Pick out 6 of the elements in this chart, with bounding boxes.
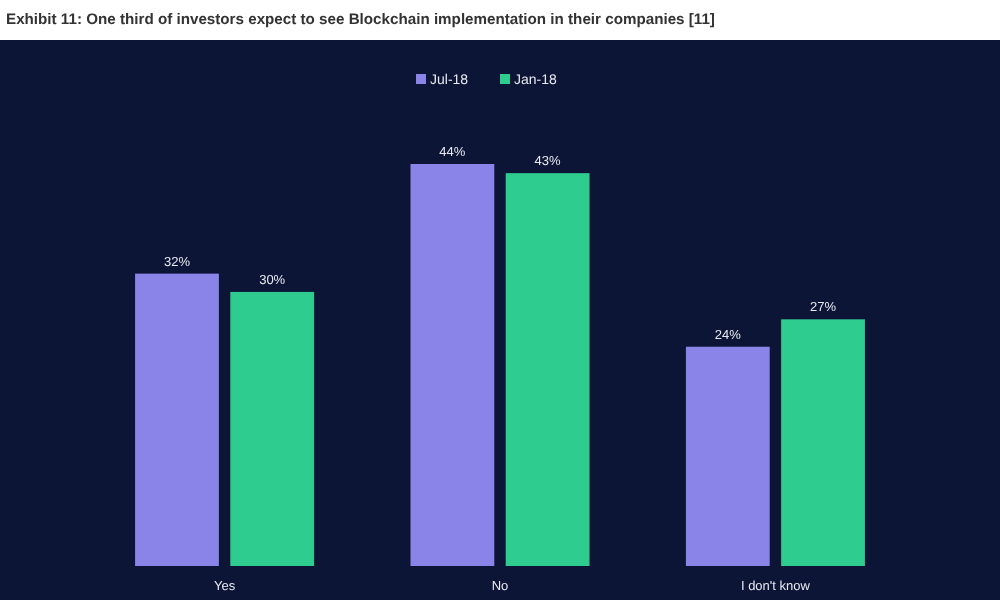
bar xyxy=(685,346,770,566)
bar xyxy=(781,319,865,566)
bar xyxy=(135,273,219,566)
bar xyxy=(410,164,495,566)
bar xyxy=(230,291,315,566)
bar xyxy=(505,173,590,566)
